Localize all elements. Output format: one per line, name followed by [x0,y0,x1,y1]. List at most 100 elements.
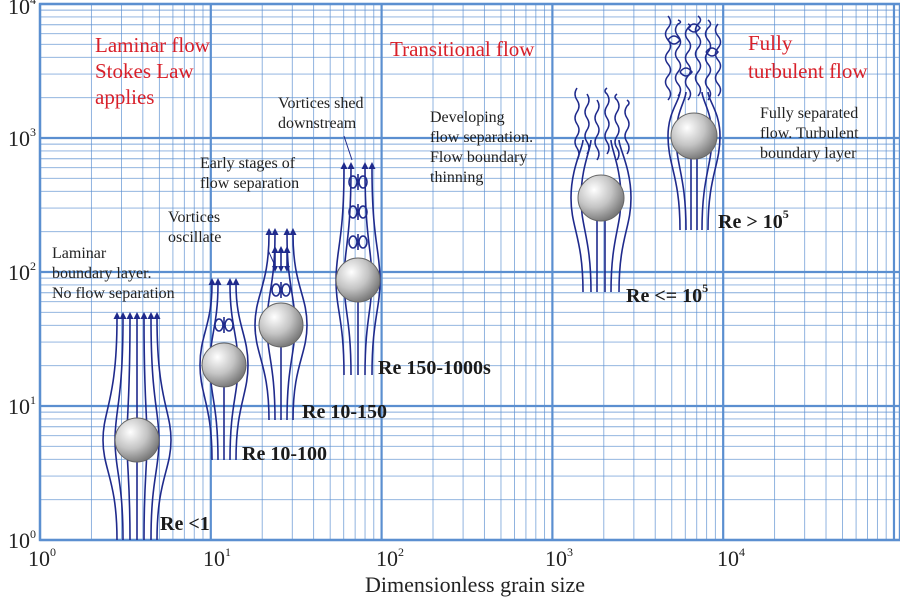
grain-sphere [577,174,625,222]
vortex [224,318,234,332]
reynolds-labels: Re <1 Re 10-100 Re 10-150 Re 150-1000s R… [160,207,789,535]
regime-transitional: Transitional flow [390,37,535,61]
arrowhead [347,162,355,169]
flow-glyph-laminar [102,312,172,541]
streamline [254,233,270,421]
annotation-fully-separated: Fully separated flow. Turbulent boundary… [760,105,863,162]
x-tick-label: 104 [717,545,745,571]
grain-sphere [335,257,381,303]
vortex [348,205,358,219]
arrowhead [226,278,234,285]
arrowhead [361,162,369,169]
arrowhead [153,312,161,319]
turbulent-eddy [684,23,692,101]
arrowhead [140,312,148,319]
y-tick-label: 104 [8,0,36,19]
arrowhead [265,228,273,235]
turbulent-eddy [614,93,620,161]
arrowhead [272,266,278,272]
turbulent-eddy [674,19,682,97]
vortex [281,283,291,297]
streamline [102,317,118,541]
streamline [707,91,721,231]
y-tick-label: 103 [8,125,36,151]
re-label: Re 10-100 [242,443,327,465]
streamline [235,283,249,461]
turbulent-eddy [584,93,590,155]
streamline [199,283,213,461]
turbulent-eddy [624,99,630,155]
streamline [667,91,681,231]
flow-glyph-developing-separation [570,87,632,293]
vortex [348,235,358,249]
arrowhead [277,246,285,253]
arrowhead [283,246,291,253]
annotation-vortices-oscillate: Vortices oscillate [168,209,224,246]
plot-frame [38,2,900,542]
vortex [271,283,281,297]
arrowhead [208,278,216,285]
turbulent-eddy [594,99,600,161]
streamline [292,233,308,421]
vortex [348,175,358,189]
annotation-early-separation: Early stages of flow separation [200,155,299,192]
re-label: Re 150-1000s [378,357,491,379]
annotation-developing-separation: Developing flow separation. Flow boundar… [430,109,537,186]
streamline [156,317,172,541]
arrowhead [126,312,134,319]
grain-sphere [258,302,304,348]
grain-sphere [201,342,247,388]
streamline [570,139,584,293]
vortex [358,235,368,249]
x-tick-label: 100 [28,545,56,571]
turbulent-eddy [574,87,580,161]
major-grid [38,2,900,542]
flow-glyph-oscillate [199,278,249,461]
vortex [358,205,368,219]
turbulent-eddy [667,35,681,45]
re-label: Re > 105 [718,207,789,233]
arrowhead [271,228,279,235]
y-tick-labels: 100 101 102 103 104 [8,0,36,553]
x-tick-labels: 100 101 102 103 104 [28,545,745,571]
regime-turbulent: Fully turbulent flow [748,31,868,83]
x-axis-title: Dimensionless grain size [365,572,585,597]
turbulent-eddy [705,47,719,57]
x-tick-label: 101 [203,545,231,571]
arrowhead [119,312,127,319]
streamline [675,91,687,231]
arrowhead [278,266,284,272]
turbulent-eddy [687,23,701,33]
y-tick-label: 100 [8,527,36,553]
flow-glyph-early-separation [254,228,308,421]
turbulent-eddy [604,87,610,155]
vortex [214,318,224,332]
arrowhead [284,266,290,272]
flow-glyph-vortex-shedding [335,162,381,376]
arrowhead [133,312,141,319]
vortex [358,175,368,189]
flow-glyph-fully-turbulent [664,15,722,231]
x-tick-label: 103 [545,545,573,571]
y-tick-label: 101 [8,393,36,419]
arrowhead [289,228,297,235]
regime-labels: Laminar flow Stokes Law applies Transiti… [95,31,868,109]
turbulent-eddy [704,19,712,101]
turbulent-eddy [679,67,693,77]
turbulent-eddy [664,15,672,101]
arrowhead [340,162,348,169]
arrowhead [271,246,279,253]
arrowhead [214,278,222,285]
annotation-laminar: Laminar boundary layer. No flow separati… [52,245,175,302]
streamline [618,139,632,293]
arrowhead [147,312,155,319]
y-tick-label: 102 [8,259,36,285]
flow-glyphs [102,15,722,541]
flow-annotations: Laminar boundary layer. No flow separati… [52,95,863,302]
turbulent-eddy [714,23,722,97]
arrowhead [368,162,376,169]
grain-sphere [670,112,718,160]
arrowhead [283,228,291,235]
annotation-vortices-shed: Vortices shed downstream [278,95,367,132]
